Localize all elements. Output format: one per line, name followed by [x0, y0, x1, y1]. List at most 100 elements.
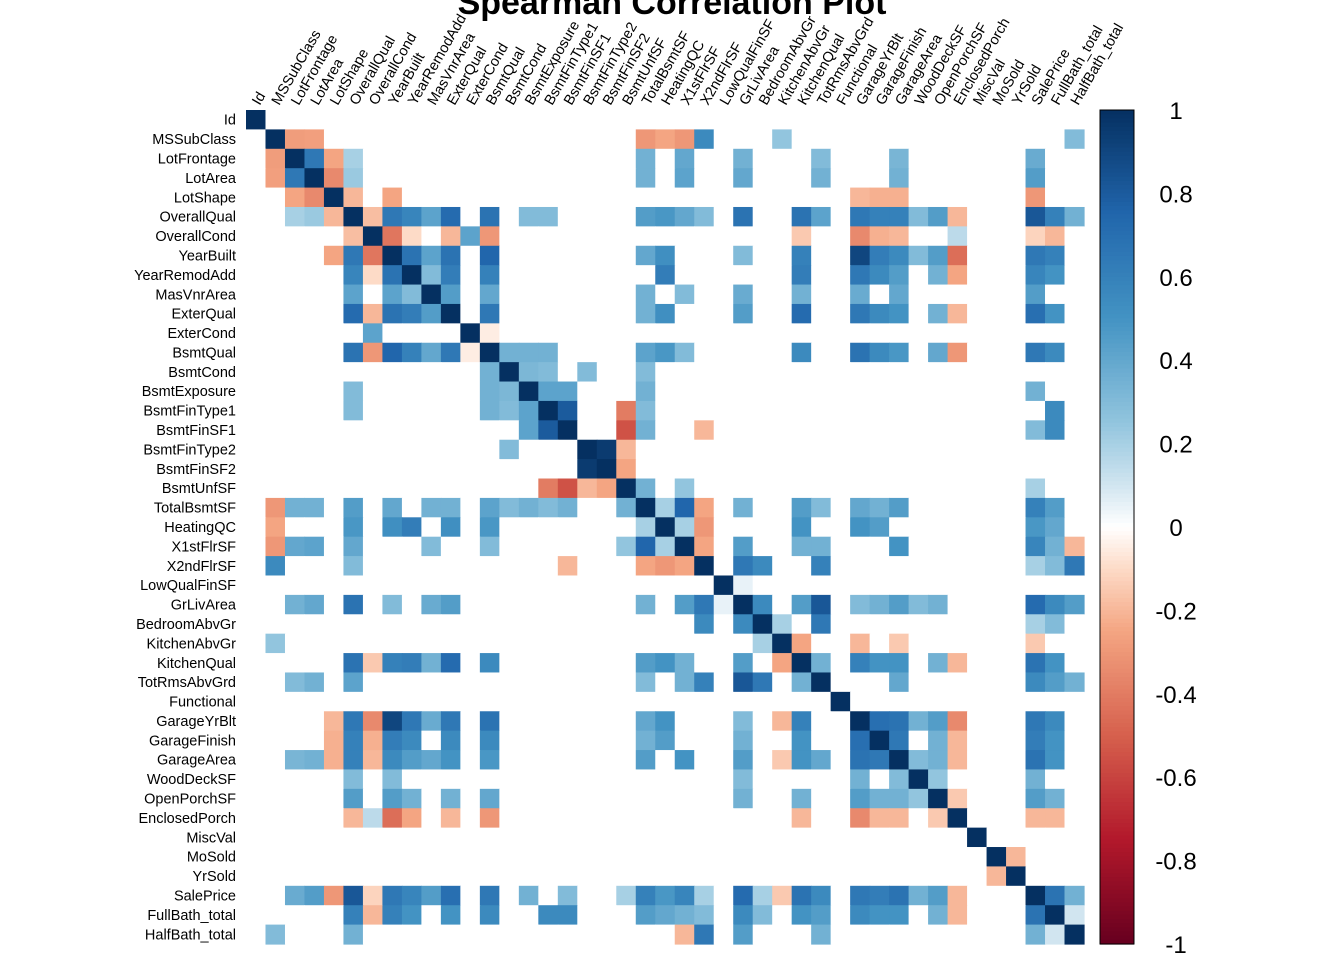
heatmap-cell: [421, 633, 442, 654]
heatmap-cell: [343, 400, 364, 421]
heatmap-cell: [265, 866, 286, 887]
heatmap-cell: [499, 226, 520, 247]
heatmap-cell: [830, 206, 851, 227]
heatmap-cell: [967, 556, 988, 577]
heatmap-cell: [830, 672, 851, 693]
heatmap-cell: [694, 420, 715, 441]
heatmap-cell: [1025, 129, 1046, 150]
heatmap-cell: [694, 226, 715, 247]
heatmap-cell: [733, 245, 754, 266]
heatmap-cell: [1064, 323, 1085, 344]
heatmap-cell: [577, 556, 598, 577]
heatmap-cell: [967, 536, 988, 557]
heatmap-cell: [538, 885, 559, 906]
heatmap-cell: [1025, 866, 1046, 887]
colorbar-tick-label: -0.6: [1155, 765, 1196, 792]
colorbar-segment: [1100, 210, 1134, 215]
row-label: OpenPorchSF: [144, 792, 236, 808]
heatmap-cell: [538, 847, 559, 868]
heatmap-cell: [246, 226, 267, 247]
heatmap-cell: [421, 808, 442, 829]
heatmap-cell: [811, 556, 832, 577]
heatmap-cell: [577, 905, 598, 926]
heatmap-cell: [908, 478, 929, 499]
heatmap-cell: [986, 866, 1007, 887]
heatmap-cell: [674, 439, 695, 460]
heatmap-cell: [538, 206, 559, 227]
heatmap-cell: [869, 808, 890, 829]
heatmap-cell: [1006, 847, 1027, 868]
heatmap-cell: [908, 924, 929, 945]
heatmap-cell: [421, 497, 442, 518]
heatmap-cell: [772, 362, 793, 383]
heatmap-cell: [362, 129, 384, 150]
heatmap-cell: [908, 342, 929, 363]
row-label: ExterCond: [167, 326, 236, 342]
heatmap-cell: [499, 556, 520, 577]
heatmap-cell: [596, 788, 617, 809]
heatmap-cell: [889, 711, 910, 732]
heatmap-cell: [752, 924, 773, 945]
heatmap-cell: [343, 788, 364, 809]
heatmap-cell: [928, 633, 949, 654]
heatmap-cell: [421, 362, 442, 383]
row-label: HalfBath_total: [145, 927, 236, 943]
heatmap-cell: [811, 653, 832, 674]
heatmap-cell: [323, 129, 345, 150]
heatmap-cell: [577, 517, 598, 538]
heatmap-cell: [928, 730, 949, 751]
heatmap-cell: [967, 497, 988, 518]
heatmap-cell: [460, 110, 481, 130]
heatmap-cell: [246, 594, 267, 615]
colorbar-segment: [1100, 222, 1134, 228]
heatmap-cell: [304, 420, 325, 441]
heatmap-cell: [791, 439, 812, 460]
heatmap-cell: [733, 536, 754, 557]
heatmap-cell: [557, 381, 578, 402]
heatmap-cell: [967, 808, 988, 829]
heatmap-cell: [967, 788, 988, 809]
heatmap-cell: [596, 808, 617, 829]
heatmap-cell: [869, 362, 890, 383]
heatmap-cell: [323, 342, 345, 363]
heatmap-cell: [265, 672, 286, 693]
heatmap-cell: [246, 478, 267, 499]
row-label: GarageYrBlt: [156, 714, 236, 730]
heatmap-cell: [479, 653, 500, 674]
heatmap-cell: [577, 536, 598, 557]
heatmap-cell: [440, 168, 461, 189]
heatmap-cell: [616, 536, 637, 557]
heatmap-cell: [889, 226, 910, 247]
heatmap-cell: [284, 110, 306, 130]
heatmap-cell: [362, 381, 384, 402]
heatmap-cell: [1025, 594, 1046, 615]
heatmap-cell: [440, 303, 461, 324]
heatmap-cell: [674, 924, 695, 945]
heatmap-cell: [908, 129, 929, 150]
heatmap-cell: [362, 439, 384, 460]
heatmap-cell: [674, 769, 695, 790]
column-labels: Id MSSubClassLotFrontageLotAreaLotShapeOv…: [249, 12, 1127, 108]
heatmap-cell: [246, 924, 267, 945]
heatmap-cell: [1025, 672, 1046, 693]
heatmap-cell: [908, 381, 929, 402]
heatmap-cell: [518, 381, 539, 402]
heatmap-cell: [596, 827, 617, 848]
heatmap-cell: [850, 633, 871, 654]
heatmap-cell: [635, 924, 656, 945]
heatmap-cell: [889, 536, 910, 557]
heatmap-cell: [986, 827, 1007, 848]
heatmap-cell: [460, 303, 481, 324]
heatmap-cell: [596, 730, 617, 751]
heatmap-cell: [284, 750, 306, 771]
heatmap-cell: [674, 827, 695, 848]
heatmap-cell: [772, 187, 793, 208]
heatmap-cell: [304, 497, 325, 518]
heatmap-cell: [928, 653, 949, 674]
heatmap-cell: [479, 905, 500, 926]
heatmap-cell: [460, 556, 481, 577]
heatmap-cell: [733, 206, 754, 227]
heatmap-cell: [596, 168, 617, 189]
colorbar-segment: [1100, 652, 1134, 657]
heatmap-cell: [1045, 924, 1066, 945]
